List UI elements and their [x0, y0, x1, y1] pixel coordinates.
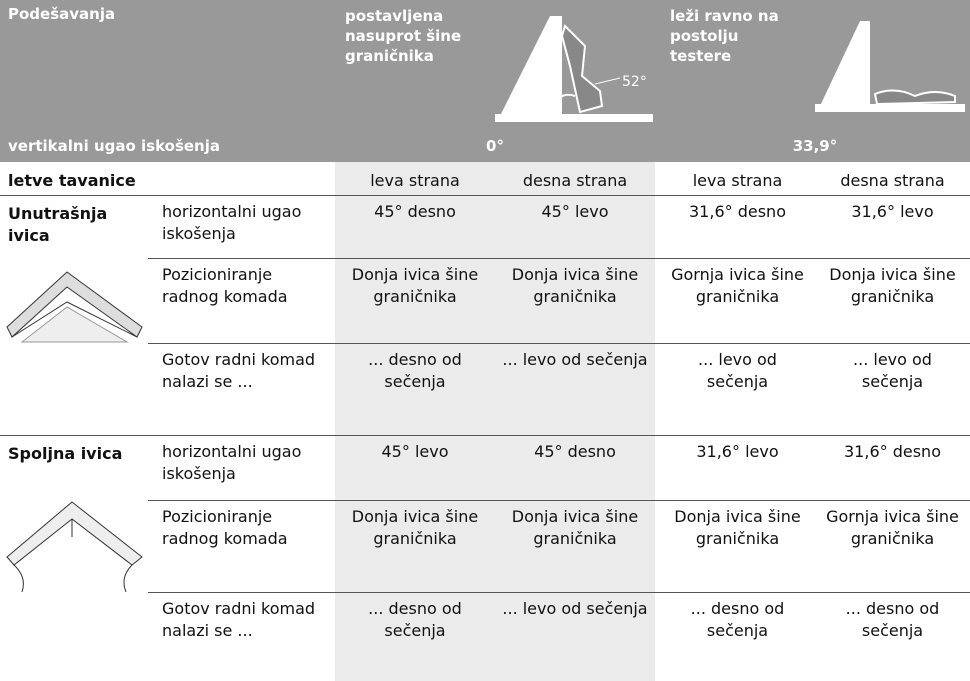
- saw-diagram-flat: [815, 21, 965, 112]
- molding-icon: [6, 271, 143, 343]
- divider: [148, 592, 970, 593]
- option-label: postavljena nasuprot šine graničnika: [345, 7, 462, 65]
- cell: 31,6° desno: [689, 202, 786, 221]
- section-name: Spoljna ivica: [8, 444, 123, 463]
- row-label: Pozicioniranje radnog komada: [162, 507, 288, 548]
- cell: Gornja ivica šine graničnika: [826, 507, 959, 548]
- row-label: Pozicioniranje radnog komada: [162, 265, 288, 306]
- bevel-label: vertikalni ugao iskošenja: [8, 137, 220, 155]
- option-label: leži ravno na postolju testere: [670, 7, 779, 65]
- column-header: leva strana: [692, 171, 783, 190]
- row-label: Gotov radni komad nalazi se ...: [162, 599, 316, 640]
- row-label: horizontalni ugao iskošenja: [162, 202, 302, 243]
- molding-icon: [6, 501, 143, 593]
- cell: Donja ivica šine graničnika: [351, 507, 479, 548]
- cell: 45° desno: [374, 202, 456, 221]
- angle-label: 52°: [622, 74, 647, 90]
- cell: Donja ivica šine graničnika: [511, 507, 639, 548]
- cell: ... desno od sečenja: [845, 599, 940, 640]
- cell: ... desno od sečenja: [368, 599, 462, 640]
- column-header: leva strana: [370, 171, 460, 190]
- section-name: Unutrašnja ivica: [8, 204, 108, 245]
- cell: 31,6° levo: [851, 202, 934, 221]
- divider: [148, 258, 970, 259]
- column-header: desna strana: [522, 171, 628, 190]
- row-label: horizontalni ugao iskošenja: [162, 442, 302, 483]
- subheader-label: letve tavanice: [8, 171, 136, 190]
- row-label: Gotov radni komad nalazi se ...: [162, 350, 316, 391]
- cell: Donja ivica šine graničnika: [351, 265, 479, 306]
- cell: Donja ivica šine graničnika: [674, 507, 801, 548]
- cell: 31,6° desno: [844, 442, 941, 461]
- cell: ... desno od sečenja: [368, 350, 462, 391]
- bevel-value: 33,9°: [792, 137, 838, 155]
- divider: [0, 435, 970, 436]
- divider: [0, 195, 970, 196]
- header-title: Podešavanja: [8, 5, 116, 23]
- shaded-column: [335, 160, 655, 681]
- cell: Gornja ivica šine graničnika: [671, 265, 804, 306]
- cell: ... levo od sečenja: [853, 350, 932, 391]
- cell: 31,6° levo: [696, 442, 779, 461]
- cell: ... levo od sečenja: [698, 350, 777, 391]
- cell: ... levo od sečenja: [502, 350, 648, 369]
- column-header: desna strana: [840, 171, 945, 190]
- cell: 45° levo: [541, 202, 609, 221]
- cell: 45° desno: [534, 442, 616, 461]
- divider: [148, 343, 970, 344]
- cell: Donja ivica šine graničnika: [511, 265, 639, 306]
- saw-diagram-upright: 52°: [495, 16, 653, 122]
- cell: 45° levo: [381, 442, 449, 461]
- cell: ... levo od sečenja: [502, 599, 648, 618]
- cell: Donja ivica šine graničnika: [829, 265, 956, 306]
- divider: [148, 500, 970, 501]
- cell: ... desno od sečenja: [690, 599, 785, 640]
- bevel-value: 0°: [486, 137, 504, 155]
- header-band: [0, 0, 970, 162]
